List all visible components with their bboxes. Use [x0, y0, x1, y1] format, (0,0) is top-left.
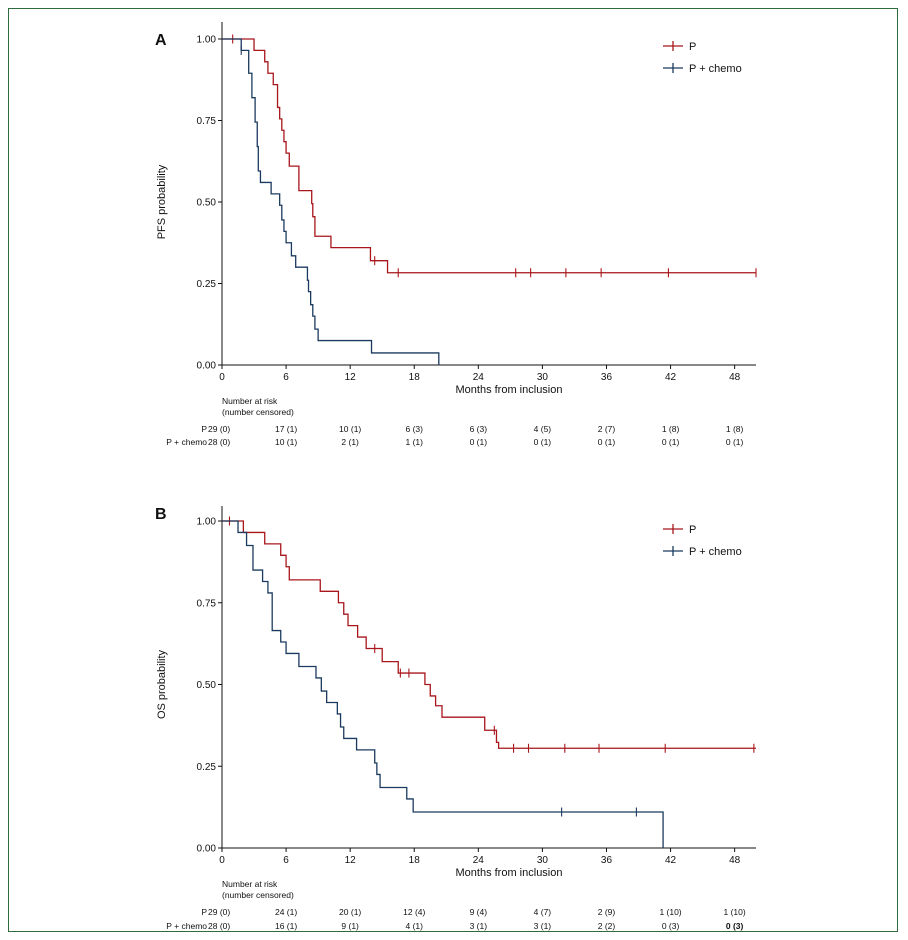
risk-value: 20 (1) [339, 907, 361, 917]
risk-value: 0 (1) [662, 437, 680, 447]
risk-value: 0 (1) [534, 437, 552, 447]
y-tick-label: 0.50 [197, 680, 217, 691]
x-tick-label: 12 [345, 372, 357, 383]
x-tick-label: 12 [345, 855, 357, 866]
risk-value: 29 (0) [208, 907, 230, 917]
risk-value: 2 (9) [598, 907, 616, 917]
x-tick-label: 24 [473, 855, 485, 866]
risk-value: 3 (1) [534, 921, 552, 931]
x-tick-label: 30 [537, 855, 549, 866]
km-curve-p_chemo [222, 520, 664, 848]
risk-value: 17 (1) [275, 424, 297, 434]
y-tick-label: 1.00 [197, 35, 217, 46]
legend-label: P + chemo [689, 546, 742, 558]
risk-table-header: (number censored) [222, 407, 294, 417]
risk-table-header: (number censored) [222, 890, 294, 900]
risk-value: 1 (10) [659, 907, 681, 917]
y-tick-label: 0.75 [197, 598, 217, 609]
risk-value: 10 (1) [275, 437, 297, 447]
risk-value: 16 (1) [275, 921, 297, 931]
km-curve-p_chemo [222, 38, 440, 365]
risk-value: 2 (7) [598, 424, 616, 434]
x-tick-label: 24 [473, 372, 485, 383]
risk-value: 6 (3) [405, 424, 423, 434]
risk-table-header: Number at risk [222, 879, 278, 889]
risk-value: 0 (1) [726, 437, 744, 447]
risk-row-label: P [201, 424, 207, 434]
x-tick-label: 18 [409, 372, 421, 383]
x-tick-label: 0 [219, 372, 225, 383]
risk-value: 9 (4) [470, 907, 488, 917]
risk-value: 0 (1) [598, 437, 616, 447]
legend-label: P + chemo [689, 63, 742, 75]
x-tick-label: 18 [409, 855, 421, 866]
x-tick-label: 48 [729, 372, 741, 383]
risk-value: 12 (4) [403, 907, 425, 917]
risk-value: 0 (3) [726, 921, 744, 931]
x-tick-label: 48 [729, 855, 741, 866]
y-tick-label: 0.75 [197, 116, 217, 127]
risk-value: 24 (1) [275, 907, 297, 917]
y-tick-label: 1.00 [197, 517, 217, 528]
y-tick-label: 0.25 [197, 762, 217, 773]
risk-table-header: Number at risk [222, 396, 278, 406]
risk-value: 28 (0) [208, 921, 230, 931]
x-tick-label: 6 [283, 855, 289, 866]
risk-row-label: P + chemo [166, 921, 207, 931]
risk-value: 2 (1) [341, 437, 359, 447]
figure-frame [8, 8, 898, 932]
risk-value: 1 (8) [662, 424, 680, 434]
risk-value: 1 (1) [405, 437, 423, 447]
risk-value: 4 (7) [534, 907, 552, 917]
y-axis-label: OS probability [156, 649, 168, 719]
risk-value: 10 (1) [339, 424, 361, 434]
y-tick-label: 0.00 [197, 844, 217, 855]
x-axis-label: Months from inclusion [456, 384, 563, 396]
x-tick-label: 36 [601, 372, 613, 383]
risk-value: 4 (5) [534, 424, 552, 434]
risk-value: 0 (1) [470, 437, 488, 447]
x-tick-label: 42 [665, 855, 677, 866]
x-axis-label: Months from inclusion [456, 867, 563, 879]
legend-label: P [689, 524, 696, 536]
legend-label: P [689, 41, 696, 53]
risk-value: 9 (1) [341, 921, 359, 931]
y-axis-label: PFS probability [156, 164, 168, 239]
risk-value: 4 (1) [405, 921, 423, 931]
risk-row-label: P [201, 907, 207, 917]
y-tick-label: 0.00 [197, 361, 217, 372]
x-tick-label: 30 [537, 372, 549, 383]
risk-row-label: P + chemo [166, 437, 207, 447]
x-tick-label: 36 [601, 855, 613, 866]
risk-value: 0 (3) [662, 921, 680, 931]
x-tick-label: 0 [219, 855, 225, 866]
risk-value: 2 (2) [598, 921, 616, 931]
km-curve-p [222, 38, 756, 274]
x-tick-label: 6 [283, 372, 289, 383]
x-tick-label: 42 [665, 372, 677, 383]
y-tick-label: 0.50 [197, 198, 217, 209]
risk-value: 28 (0) [208, 437, 230, 447]
risk-value: 1 (10) [724, 907, 746, 917]
panel-label: B [155, 506, 167, 523]
panel-label: A [155, 32, 167, 49]
risk-value: 6 (3) [470, 424, 488, 434]
y-tick-label: 0.25 [197, 279, 217, 290]
risk-value: 1 (8) [726, 424, 744, 434]
risk-value: 3 (1) [470, 921, 488, 931]
risk-value: 29 (0) [208, 424, 230, 434]
km-curve-p [222, 520, 756, 749]
